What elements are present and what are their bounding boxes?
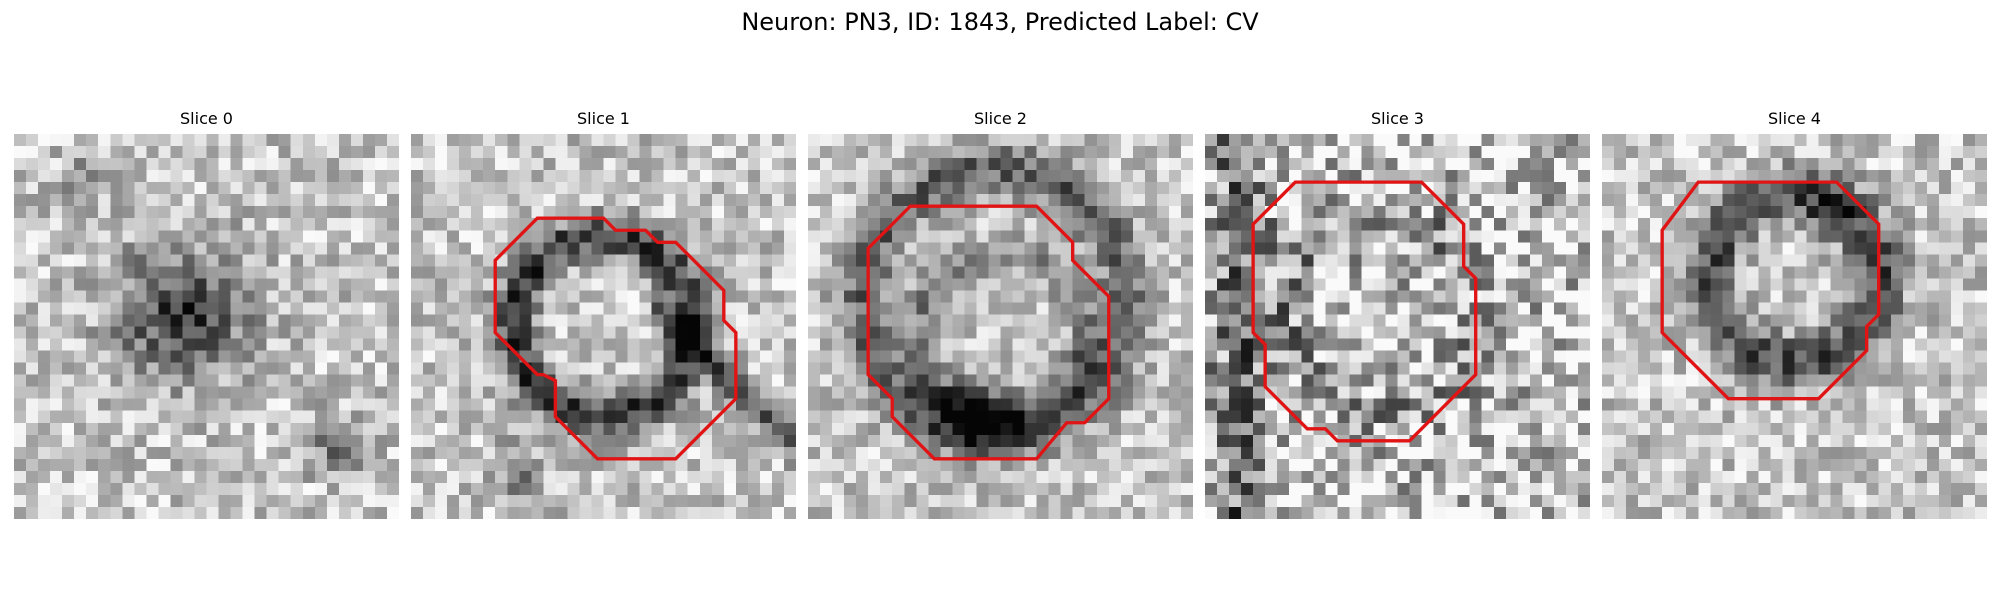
slice-panel-0: Slice 0 (14, 107, 399, 527)
slice-title: Slice 4 (1768, 109, 1821, 128)
slice-image (808, 134, 1193, 519)
slice-panel-4: Slice 4 (1602, 107, 1987, 527)
slice-title: Slice 3 (1371, 109, 1424, 128)
segmentation-contour (1251, 180, 1478, 443)
slice-panel-2: Slice 2 (808, 107, 1193, 527)
slice-image (14, 134, 399, 519)
slice-title: Slice 0 (180, 109, 233, 128)
figure-title: Neuron: PN3, ID: 1843, Predicted Label: … (741, 8, 1259, 36)
slice-title: Slice 2 (974, 109, 1027, 128)
slice-image (1602, 134, 1987, 519)
slice-panel-1: Slice 1 (411, 107, 796, 527)
segmentation-contour (493, 216, 738, 461)
segmentation-contour (866, 204, 1111, 461)
slice-panel-3: Slice 3 (1205, 107, 1590, 527)
segmentation-contour (1660, 180, 1881, 401)
slice-image (411, 134, 796, 519)
slice-image (1205, 134, 1590, 519)
slice-title: Slice 1 (577, 109, 630, 128)
